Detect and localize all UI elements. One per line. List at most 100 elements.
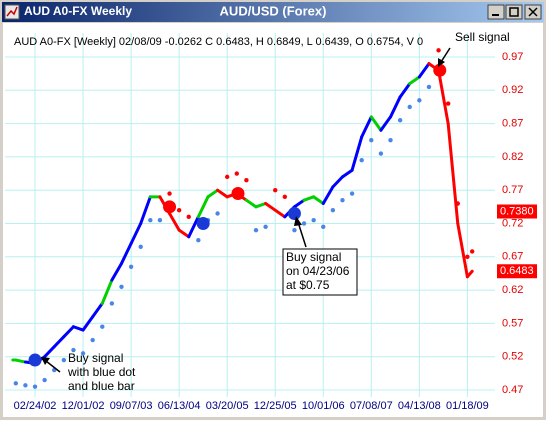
signal-dot — [433, 63, 447, 77]
maximize-icon — [509, 7, 519, 17]
info-line: AUD A0-FX [Weekly] 02/08/09 -0.0262 C 0.… — [14, 36, 423, 48]
x-tick-label: 01/18/09 — [446, 400, 489, 412]
y-tick-label: 0.57 — [502, 317, 523, 329]
window-caption: AUD/USD (Forex) — [220, 3, 327, 18]
stop-dot — [417, 98, 422, 103]
price-segment — [264, 202, 277, 212]
y-tick-label: 0.52 — [502, 351, 523, 363]
price-segment — [14, 358, 27, 364]
stop-dot — [23, 383, 28, 388]
stop-dot — [186, 214, 191, 220]
close-icon — [528, 7, 538, 17]
stop-dot — [282, 194, 288, 200]
price-segment — [465, 269, 474, 279]
annotation: on 04/23/06 — [286, 264, 350, 278]
price-segment — [71, 325, 85, 332]
y-tick-label: 0.47 — [502, 384, 523, 396]
price-segment — [369, 115, 383, 132]
price-marker — [497, 264, 537, 279]
price-segment — [456, 221, 469, 279]
title-bar — [2, 2, 544, 22]
stop-dot — [90, 337, 95, 343]
stop-dot — [340, 197, 345, 203]
stop-dot — [157, 217, 163, 223]
price-segment — [273, 208, 287, 219]
stop-dot — [445, 101, 451, 106]
x-tick-label: 10/01/06 — [302, 400, 345, 412]
arrowhead — [438, 58, 445, 67]
maximize-button[interactable] — [505, 4, 523, 20]
stop-dot — [321, 224, 326, 230]
price-segment — [379, 115, 393, 132]
chart-area — [3, 23, 543, 417]
stop-dot — [128, 264, 134, 269]
stop-dot — [100, 324, 105, 329]
arrow — [297, 221, 307, 248]
price-segment — [139, 195, 152, 225]
arrowhead — [41, 357, 50, 365]
y-tick-label: 0.87 — [502, 117, 523, 129]
price-segment — [244, 198, 258, 209]
x-tick-label: 12/25/05 — [254, 400, 297, 412]
price-segment — [398, 82, 412, 99]
stop-dot — [138, 244, 143, 250]
price-segment — [321, 185, 335, 206]
stop-dot — [301, 221, 307, 226]
price-segment — [196, 195, 210, 219]
signal-dot — [287, 207, 301, 221]
price-segment — [91, 301, 104, 319]
y-tick-label: 0.97 — [502, 51, 523, 63]
annotation: Buy signal — [68, 351, 123, 365]
price-segment — [350, 135, 364, 172]
price-marker-label: 0.7380 — [500, 205, 534, 217]
price-segment — [43, 345, 56, 359]
window-icon-graph — [6, 6, 18, 17]
annotation: Sell signal — [455, 30, 510, 44]
stop-dot — [465, 254, 470, 259]
stop-dot — [436, 48, 441, 53]
stop-dot — [369, 138, 374, 143]
signal-dot — [231, 187, 245, 201]
price-marker-label: 0.6483 — [500, 265, 534, 277]
price-segment — [302, 195, 316, 202]
x-tick-label: 07/08/07 — [350, 400, 393, 412]
stop-dot — [71, 347, 76, 353]
price-segment — [168, 212, 181, 232]
stop-dot — [330, 207, 336, 213]
stop-dot — [148, 217, 153, 223]
window-buttons — [487, 4, 542, 20]
price-segment — [389, 95, 402, 119]
stop-dot — [426, 84, 432, 90]
stop-dot — [311, 217, 316, 223]
price-segment — [292, 198, 306, 209]
x-tick-label: 06/13/04 — [158, 400, 201, 412]
annotation: and blue bar — [68, 379, 135, 393]
price-segment — [129, 221, 143, 245]
x-tick-label: 12/01/02 — [62, 400, 105, 412]
arrow — [45, 360, 61, 373]
signal-dot — [163, 200, 177, 214]
price-segment — [177, 228, 191, 239]
signal-dot — [196, 216, 210, 230]
price-segment — [100, 278, 114, 305]
price-segment — [187, 215, 200, 239]
y-tick-label: 0.82 — [502, 151, 523, 163]
stop-dot — [359, 158, 364, 163]
y-tick-label: 0.92 — [502, 84, 523, 96]
minimize-button[interactable] — [487, 4, 505, 20]
stop-dot — [407, 104, 412, 110]
annotation: with blue dot — [67, 365, 136, 379]
stop-dot — [167, 191, 172, 196]
stop-dot — [109, 301, 115, 306]
annotation-box — [282, 248, 358, 296]
stop-dot — [263, 224, 268, 230]
stop-dot — [61, 357, 67, 363]
y-tick-label: 0.67 — [502, 251, 523, 263]
stop-dot — [253, 227, 259, 233]
stop-dot — [42, 377, 47, 383]
x-tick-label: 02/24/02 — [14, 400, 57, 412]
x-tick-label: 03/20/05 — [206, 400, 249, 412]
stop-dot — [196, 237, 201, 243]
y-tick-label: 0.72 — [502, 217, 523, 229]
annotation: Buy signal — [286, 250, 341, 264]
